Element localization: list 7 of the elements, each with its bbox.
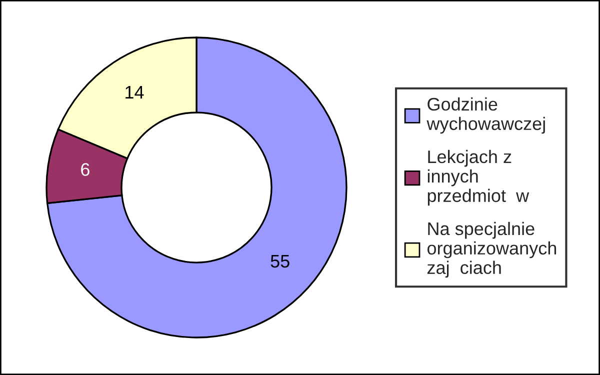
data-label: 55 <box>270 255 290 268</box>
data-label: 14 <box>126 86 144 98</box>
donut-slice <box>46 36 348 338</box>
data-label: 6 <box>81 163 90 176</box>
legend-label: Na specjalnie organizowanych zaj ciach <box>427 222 556 278</box>
legend-label: Godzinie wychowawczej <box>426 97 545 134</box>
legend-label: Lekcjach z innych przedmiot w <box>428 150 530 206</box>
